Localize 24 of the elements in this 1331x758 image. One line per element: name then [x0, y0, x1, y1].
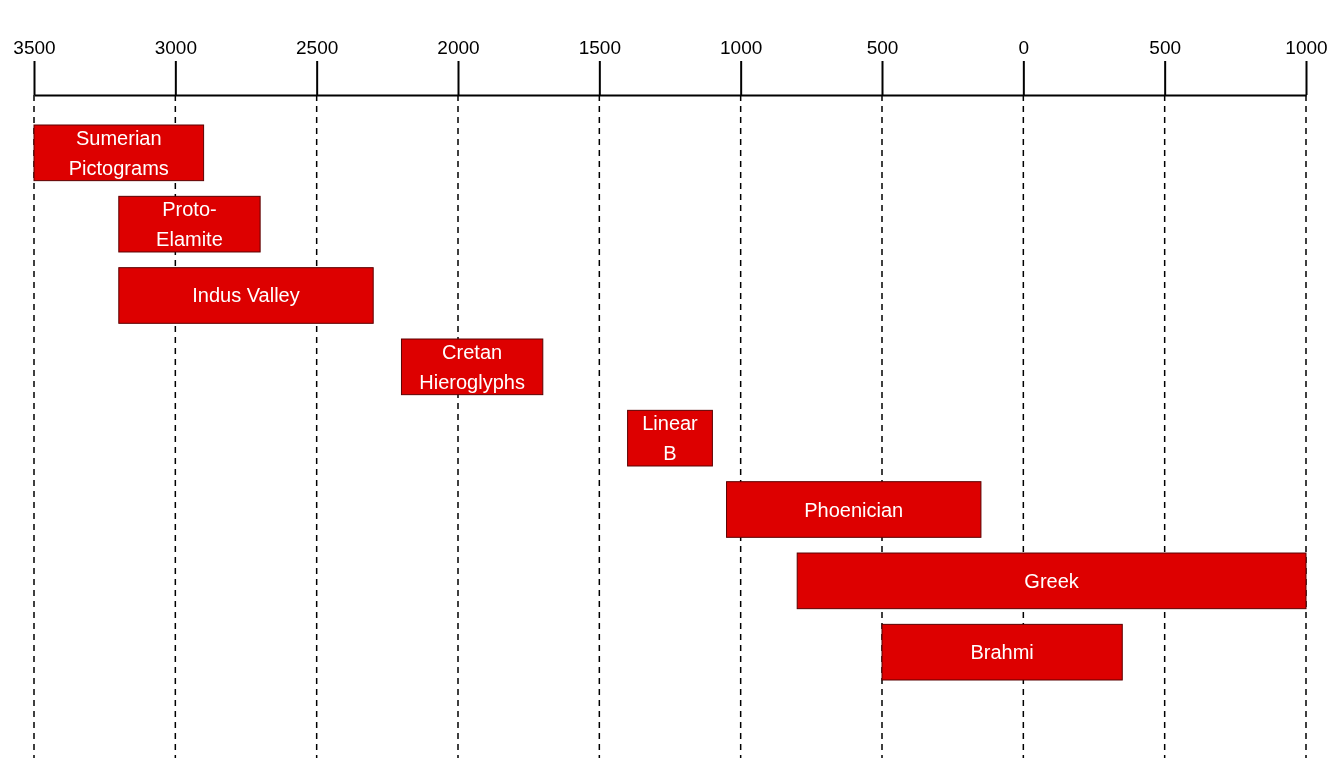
bar: [726, 481, 982, 538]
x-tick-label: 500: [866, 37, 899, 59]
y-tick-label: Proto-Elamite: [156, 198, 223, 251]
bar: [118, 267, 374, 324]
y-tick-label: Sumerian Pictograms: [68, 126, 169, 179]
y-tick-label: Indus Valley: [192, 284, 300, 307]
x-tick-label: 2000: [437, 37, 480, 59]
bar: [796, 552, 1307, 610]
x-tick-label: 3500: [13, 37, 56, 59]
x-tick-label: 1000: [1285, 37, 1328, 59]
bar: [118, 195, 261, 253]
bar: [627, 409, 713, 467]
y-tick-label: Greek: [1024, 569, 1080, 592]
y-tick-label: Phoenician: [804, 498, 904, 521]
x-tick-label: 3000: [154, 37, 197, 59]
x-tick-label: 1000: [720, 37, 763, 59]
y-tick-label: Linear B: [642, 412, 699, 465]
x-tick-label: 1500: [578, 37, 621, 59]
bar: [881, 623, 1123, 681]
y-tick-label: Cretan Hieroglyphs: [419, 340, 525, 393]
x-tick-label: 2500: [296, 37, 339, 59]
x-tick-label: 500: [1149, 37, 1182, 59]
x-tick-label: 0: [1018, 37, 1030, 59]
y-tick-label: Brahmi: [970, 641, 1034, 664]
